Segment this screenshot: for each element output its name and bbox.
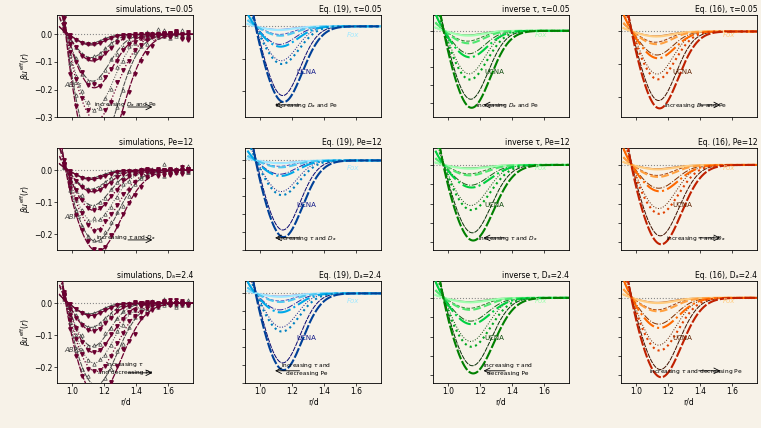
Text: Fox: Fox bbox=[347, 33, 360, 39]
Y-axis label: $\beta u^{\rm eff}(r)$: $\beta u^{\rm eff}(r)$ bbox=[19, 318, 33, 346]
Text: Fox: Fox bbox=[535, 298, 548, 304]
Text: UCNA: UCNA bbox=[673, 69, 693, 75]
Text: increasing $\tau$ and $D_a$: increasing $\tau$ and $D_a$ bbox=[277, 234, 336, 243]
Text: UCNA: UCNA bbox=[673, 335, 693, 341]
Text: increasing $D_a$ and Pe: increasing $D_a$ and Pe bbox=[275, 101, 338, 110]
Text: inverse τ, Dₐ=2.4: inverse τ, Dₐ=2.4 bbox=[502, 271, 569, 280]
Text: OUPs: OUPs bbox=[139, 169, 158, 175]
X-axis label: r/d: r/d bbox=[307, 398, 319, 407]
X-axis label: r/d: r/d bbox=[495, 398, 507, 407]
Text: increasing $D_a$ and Pe: increasing $D_a$ and Pe bbox=[476, 101, 540, 110]
Text: Fox: Fox bbox=[723, 33, 736, 39]
Text: Fox: Fox bbox=[347, 298, 360, 304]
Text: increasing $\tau$
and decreasing Pe: increasing $\tau$ and decreasing Pe bbox=[98, 360, 152, 375]
X-axis label: r/d: r/d bbox=[119, 398, 131, 407]
Text: UCNA: UCNA bbox=[485, 335, 505, 341]
Text: ABPs: ABPs bbox=[64, 348, 81, 354]
Text: increasing $\tau$ and $D_a$: increasing $\tau$ and $D_a$ bbox=[666, 234, 725, 243]
Text: UCNA: UCNA bbox=[485, 202, 505, 208]
Text: Eq. (19), Pe=12: Eq. (19), Pe=12 bbox=[322, 138, 381, 147]
Text: Eq. (19), τ=0.05: Eq. (19), τ=0.05 bbox=[319, 5, 381, 14]
Text: UCNA: UCNA bbox=[673, 202, 693, 208]
Text: ABPs: ABPs bbox=[64, 82, 81, 88]
Text: increasing $\tau$ and $D_a$: increasing $\tau$ and $D_a$ bbox=[478, 234, 537, 243]
Text: OUPs: OUPs bbox=[139, 301, 158, 307]
Text: Fox: Fox bbox=[535, 165, 548, 171]
Text: increasing $\tau$ and
decreasing Pe: increasing $\tau$ and decreasing Pe bbox=[282, 361, 332, 376]
Y-axis label: $\beta u^{\rm eff}(r)$: $\beta u^{\rm eff}(r)$ bbox=[18, 52, 33, 80]
Text: UCNA: UCNA bbox=[297, 335, 317, 341]
Text: simulations, Pe=12: simulations, Pe=12 bbox=[119, 138, 193, 147]
Text: UCNA: UCNA bbox=[485, 69, 505, 75]
Text: Fox: Fox bbox=[723, 298, 736, 304]
Text: UCNA: UCNA bbox=[297, 69, 317, 75]
Text: ABPs: ABPs bbox=[64, 214, 81, 220]
Text: Eq. (16), τ=0.05: Eq. (16), τ=0.05 bbox=[695, 5, 757, 14]
Text: UCNA: UCNA bbox=[297, 202, 317, 208]
Text: Eq. (16), Dₐ=2.4: Eq. (16), Dₐ=2.4 bbox=[696, 271, 757, 280]
Text: inverse τ, τ=0.05: inverse τ, τ=0.05 bbox=[501, 5, 569, 14]
Text: Fox: Fox bbox=[723, 165, 736, 171]
Text: increasing $\tau$ and decreasing Pe: increasing $\tau$ and decreasing Pe bbox=[649, 367, 743, 376]
Text: inverse τ, Pe=12: inverse τ, Pe=12 bbox=[505, 138, 569, 147]
Y-axis label: $\beta u^{\rm eff}(r)$: $\beta u^{\rm eff}(r)$ bbox=[19, 185, 33, 213]
Text: simulations, τ=0.05: simulations, τ=0.05 bbox=[116, 5, 193, 14]
Text: Eq. (16), Pe=12: Eq. (16), Pe=12 bbox=[698, 138, 757, 147]
Text: increasing $\tau$ and
decreasing Pe: increasing $\tau$ and decreasing Pe bbox=[482, 361, 533, 376]
Text: increasing $\tau$ and $D_a$: increasing $\tau$ and $D_a$ bbox=[96, 233, 154, 242]
Text: increasing $D_a$ and Pe: increasing $D_a$ and Pe bbox=[94, 100, 157, 109]
Text: Fox: Fox bbox=[347, 165, 360, 171]
X-axis label: r/d: r/d bbox=[683, 398, 695, 407]
Text: OUPs: OUPs bbox=[139, 36, 158, 42]
Text: increasing $D_a$ and Pe: increasing $D_a$ and Pe bbox=[664, 101, 728, 110]
Text: Eq. (19), Dₐ=2.4: Eq. (19), Dₐ=2.4 bbox=[320, 271, 381, 280]
Text: simulations, Dₐ=2.4: simulations, Dₐ=2.4 bbox=[117, 271, 193, 280]
Text: Fox: Fox bbox=[535, 33, 548, 39]
